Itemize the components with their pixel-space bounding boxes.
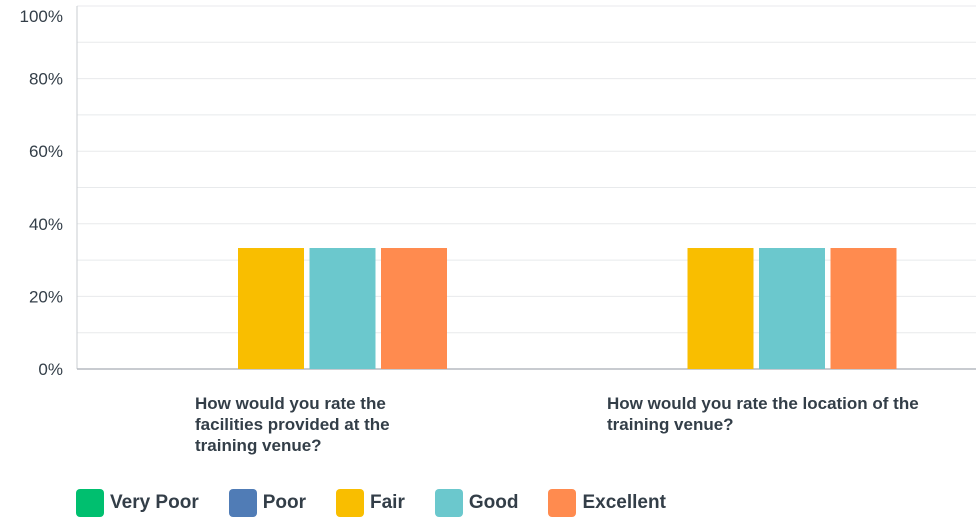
y-tick-label-1: 20%: [29, 287, 63, 306]
chart-legend: Very Poor Poor Fair Good Excellent: [76, 488, 696, 518]
legend-label-fair: Fair: [370, 492, 405, 513]
legend-item-fair: Fair: [336, 489, 405, 517]
legend-label-excellent: Excellent: [582, 492, 666, 513]
legend-label-poor: Poor: [262, 492, 306, 513]
bar-excellent-cat-0: [381, 248, 447, 369]
legend-swatch-fair: [336, 489, 364, 517]
category-label-facilities: How would you rate the facilities provid…: [195, 394, 390, 455]
legend-item-good: Good: [434, 489, 519, 517]
legend-swatch-very-poor: [76, 489, 104, 517]
legend-swatch-excellent: [548, 489, 577, 517]
y-tick-label-4: 80%: [29, 70, 63, 89]
bar-excellent-cat-1: [830, 248, 897, 369]
legend-swatch-poor: [228, 489, 257, 517]
category-label-location: How would you rate the location of the t…: [607, 394, 919, 434]
legend-swatch-good: [434, 489, 463, 517]
bar-fair-cat-1: [687, 248, 754, 369]
bar-good-cat-1: [759, 248, 825, 369]
bar-fair-cat-0: [238, 248, 304, 369]
y-tick-label-5: 100%: [20, 7, 63, 26]
legend-item-excellent: Excellent: [548, 489, 666, 517]
y-tick-label-0: 0%: [38, 360, 63, 379]
legend-item-poor: Poor: [228, 489, 306, 517]
legend-label-very-poor: Very Poor: [110, 492, 199, 513]
bar-good-cat-0: [309, 248, 376, 369]
legend-item-very-poor: Very Poor: [76, 489, 199, 517]
y-tick-label-2: 40%: [29, 215, 63, 234]
legend-label-good: Good: [468, 492, 519, 513]
y-tick-label-3: 60%: [29, 142, 63, 161]
